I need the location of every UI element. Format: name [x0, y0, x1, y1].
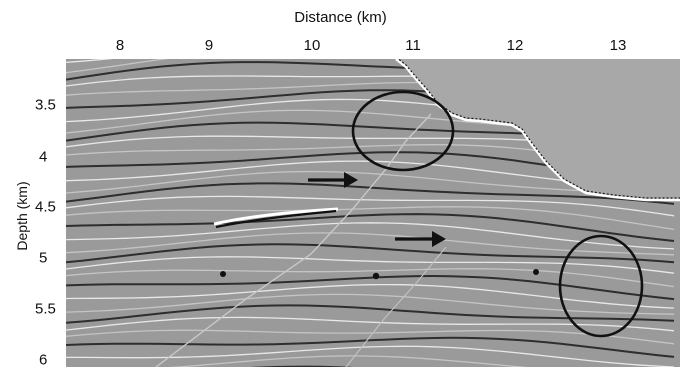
- y-tick-label: 4.5: [35, 198, 56, 216]
- reflector-line: [66, 283, 675, 309]
- y-tick-label: 5: [39, 249, 48, 267]
- y-tick-label: 4: [39, 148, 48, 166]
- reflector-line: [66, 316, 675, 332]
- y-axis-title: Depth (km): [14, 181, 30, 251]
- fault-line: [155, 113, 432, 367]
- annotation-circle: [351, 90, 455, 172]
- x-tick-label: 8: [115, 37, 125, 54]
- seismic-section: [66, 59, 680, 367]
- dark-reflector: [215, 209, 337, 229]
- reflector-line: [66, 304, 675, 324]
- water-layer: [396, 59, 680, 200]
- reflector-line: [66, 336, 675, 358]
- y-tick-label: 6: [39, 351, 48, 369]
- seismic-image: [66, 59, 680, 367]
- fault-line: [345, 246, 447, 367]
- x-tick-label: 12: [506, 37, 524, 54]
- point-artifact: [220, 271, 226, 277]
- x-axis-title: Distance (km): [294, 9, 387, 26]
- reflector-line: [66, 222, 675, 250]
- point-artifact: [533, 269, 539, 275]
- reflector-line: [66, 268, 675, 288]
- x-tick-label: 9: [204, 37, 214, 54]
- annotation-arrow: [308, 172, 358, 188]
- reflector-line: [66, 329, 675, 345]
- annotation-circle: [558, 234, 644, 338]
- x-tick-label: 13: [609, 37, 627, 54]
- reflector-line: [66, 213, 675, 242]
- reflector-line: [66, 243, 675, 264]
- reflector-line: [66, 170, 675, 197]
- bright-reflector: [213, 207, 339, 226]
- x-tick-label: 10: [303, 37, 321, 54]
- reflector-line: [66, 274, 675, 301]
- x-tick-label: 11: [405, 37, 421, 54]
- reflector-line: [66, 206, 675, 231]
- reflector-line: [66, 345, 675, 367]
- y-tick-label: 5.5: [35, 300, 56, 318]
- reflector-line: [66, 256, 675, 274]
- y-tick-label: 3.5: [35, 96, 56, 114]
- annotation-arrow: [395, 231, 446, 247]
- reflector-line: [168, 355, 529, 367]
- reflector-line: [66, 195, 675, 217]
- seafloor-reflector-dark: [397, 59, 680, 199]
- reflector-line: [66, 293, 675, 315]
- point-artifact: [372, 272, 380, 280]
- seafloor-reflector: [395, 59, 680, 202]
